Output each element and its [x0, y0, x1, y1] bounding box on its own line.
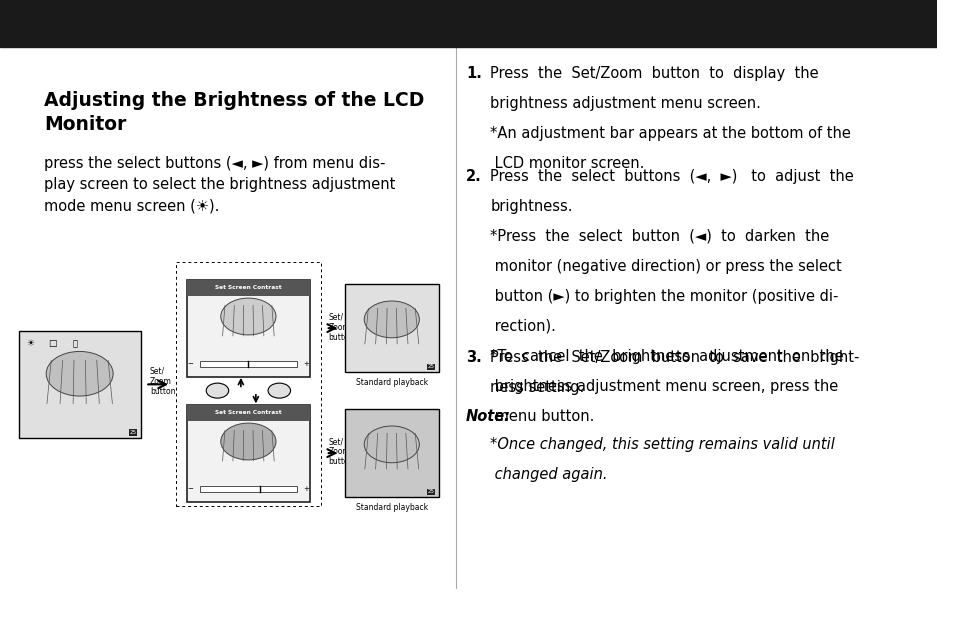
Text: Press  the  Set/Zoom  button  to  display  the: Press the Set/Zoom button to display the — [490, 66, 818, 81]
Bar — [345, 409, 438, 497]
Circle shape — [46, 351, 113, 396]
Text: button (►) to brighten the monitor (positive di-: button (►) to brighten the monitor (posi… — [490, 289, 838, 304]
Text: ⌕: ⌕ — [72, 339, 77, 348]
Text: 1.: 1. — [465, 66, 481, 81]
Text: 25: 25 — [428, 364, 435, 369]
Circle shape — [220, 423, 275, 460]
Text: brightness adjustment menu screen, press the: brightness adjustment menu screen, press… — [490, 379, 838, 394]
Text: Adjusting the Brightness of the LCD
Monitor: Adjusting the Brightness of the LCD Moni… — [44, 91, 424, 134]
Text: *Press  the  select  button  (◄)  to  darken  the: *Press the select button (◄) to darken t… — [490, 229, 828, 244]
Text: 25: 25 — [130, 430, 136, 435]
Text: menu button.: menu button. — [490, 409, 594, 424]
Text: ness setting.: ness setting. — [490, 380, 584, 395]
Text: brightness adjustment menu screen.: brightness adjustment menu screen. — [490, 96, 760, 111]
Text: Zoom: Zoom — [328, 322, 350, 331]
Bar — [345, 284, 438, 372]
Bar — [187, 405, 310, 501]
Text: ☀: ☀ — [27, 339, 34, 348]
Text: rection).: rection). — [490, 319, 556, 334]
Text: Zoom: Zoom — [150, 377, 172, 386]
Text: Set Screen Contrast: Set Screen Contrast — [214, 286, 281, 291]
Text: −: − — [188, 486, 193, 492]
Bar — [187, 405, 310, 421]
Circle shape — [364, 426, 419, 462]
Bar — [187, 280, 310, 296]
Bar — [187, 280, 310, 376]
Text: Set/: Set/ — [328, 438, 343, 446]
Text: Note:: Note: — [465, 409, 510, 424]
Text: *Once changed, this setting remains valid until: *Once changed, this setting remains vali… — [490, 438, 834, 452]
Text: Standard playback: Standard playback — [355, 378, 427, 387]
Circle shape — [220, 298, 275, 335]
Text: Set/: Set/ — [150, 367, 165, 376]
Text: +: + — [303, 361, 309, 367]
Text: −: − — [188, 361, 193, 367]
Text: changed again.: changed again. — [490, 468, 607, 482]
Circle shape — [364, 301, 419, 338]
Bar — [200, 486, 296, 492]
Bar — [200, 361, 296, 367]
Text: button: button — [150, 387, 175, 396]
Bar — [19, 331, 140, 437]
Text: monitor (negative direction) or press the select: monitor (negative direction) or press th… — [490, 259, 841, 274]
Text: press the select buttons (◄, ►) from menu dis-
play screen to select the brightn: press the select buttons (◄, ►) from men… — [44, 156, 395, 213]
Text: brightness.: brightness. — [490, 199, 572, 214]
Text: LCD monitor screen.: LCD monitor screen. — [490, 156, 644, 171]
Text: *An adjustment bar appears at the bottom of the: *An adjustment bar appears at the bottom… — [490, 126, 850, 141]
Bar — [0, 0, 936, 47]
Text: □: □ — [48, 339, 56, 348]
Bar — [175, 262, 321, 506]
Circle shape — [268, 383, 291, 398]
Text: 3.: 3. — [465, 350, 481, 365]
Circle shape — [206, 383, 229, 398]
Text: button: button — [328, 458, 354, 466]
Text: 2.: 2. — [465, 169, 481, 184]
Text: +: + — [303, 486, 309, 492]
Text: Zoom: Zoom — [328, 448, 350, 456]
Text: Set/: Set/ — [328, 312, 343, 321]
Text: Press  the  select  buttons  (◄,  ►)   to  adjust  the: Press the select buttons (◄, ►) to adjus… — [490, 169, 853, 184]
Text: button: button — [328, 332, 354, 341]
Text: Standard playback: Standard playback — [355, 503, 427, 512]
Text: Set Screen Contrast: Set Screen Contrast — [214, 411, 281, 416]
Text: 25: 25 — [428, 489, 435, 494]
Text: *To  cancel  the  brightness  adjustment  on  the: *To cancel the brightness adjustment on … — [490, 349, 843, 364]
Text: Press  the  Set/Zoom  button  to  save  the  bright-: Press the Set/Zoom button to save the br… — [490, 350, 859, 365]
